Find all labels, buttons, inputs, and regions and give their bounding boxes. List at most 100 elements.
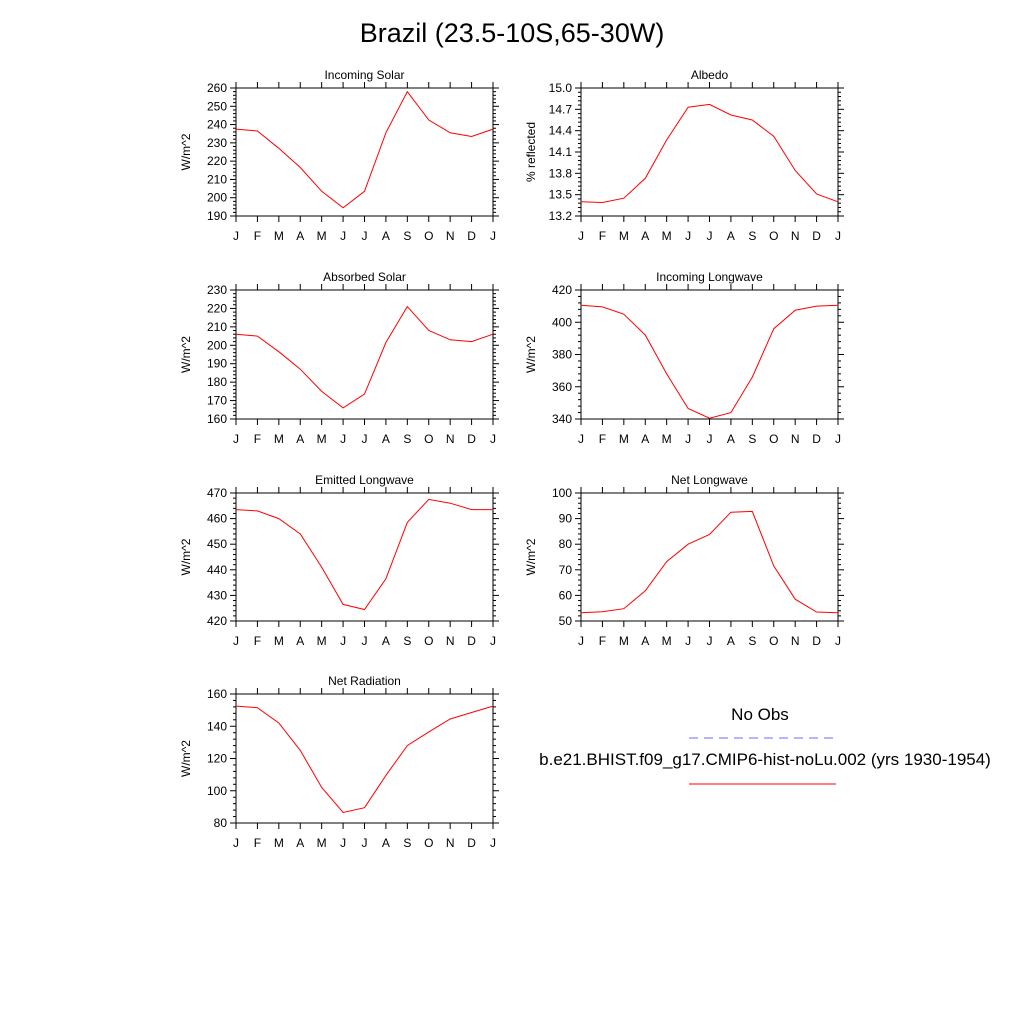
- panel-1-xtick-label: J: [340, 229, 346, 243]
- panel-2-ytick-label: 13.2: [549, 209, 573, 223]
- panel-7-xtick-label: M: [274, 836, 284, 850]
- panel-3-ytick-label: 180: [207, 375, 227, 389]
- panel-2-title: Albedo: [691, 68, 729, 82]
- panel-4-xtick-label: S: [748, 432, 756, 446]
- panel-3-ytick-label: 200: [207, 338, 227, 352]
- panel-7-ytick-label: 100: [207, 784, 227, 798]
- panel-1-xtick-label: M: [274, 229, 284, 243]
- panel-5-ytick-label: 470: [207, 486, 227, 500]
- panel-1-xtick-label: F: [254, 229, 261, 243]
- panel-1-series-line: [235, 90, 494, 209]
- panel-2-series-line: [580, 103, 839, 204]
- panel-5-ytick-label: 420: [207, 614, 227, 628]
- panel-6-ylabel: W/m^2: [524, 538, 538, 575]
- panel-3-ytick-label: 210: [207, 320, 227, 334]
- panel-3-xtick-label: N: [446, 432, 455, 446]
- panel-3-xtick-label: J: [490, 432, 496, 446]
- panel-2-ytick-label: 15.0: [549, 81, 573, 95]
- panel-3-frame: [235, 289, 494, 420]
- panel-4-xtick-label: J: [707, 432, 713, 446]
- panel-6-xtick-label: N: [791, 634, 800, 648]
- panel-2-ytick-label: 14.1: [549, 145, 573, 159]
- panel-3-xtick-label: J: [362, 432, 368, 446]
- panel-2-ytick-label: 14.7: [549, 102, 573, 116]
- panel-1-xtick-label: N: [446, 229, 455, 243]
- panel-2-xtick-label: N: [791, 229, 800, 243]
- panel-7-xtick-label: D: [467, 836, 476, 850]
- panel-2-ytick-label: 14.4: [549, 124, 573, 138]
- panel-3-ytick-label: 190: [207, 357, 227, 371]
- panel-3-xtick-label: M: [317, 432, 327, 446]
- panel-5-xtick-label: A: [296, 634, 304, 648]
- panel-3-title: Absorbed Solar: [323, 270, 406, 284]
- panel-1-xtick-label: A: [382, 229, 390, 243]
- panel-6-xtick-label: J: [835, 634, 841, 648]
- panel-2-xtick-label: J: [707, 229, 713, 243]
- panel-4-xtick-label: J: [578, 432, 584, 446]
- panel-5-xtick-label: J: [362, 634, 368, 648]
- panel-7-xtick-label: J: [340, 836, 346, 850]
- panel-1-ytick-label: 240: [207, 118, 227, 132]
- panel-3-xtick-label: F: [254, 432, 261, 446]
- panel-3-xtick-label: D: [467, 432, 476, 446]
- legend-obs-label: No Obs: [731, 705, 789, 724]
- panel-4-series-line: [580, 304, 839, 419]
- panel-6-xtick-label: J: [578, 634, 584, 648]
- panel-1-xtick-label: M: [317, 229, 327, 243]
- panel-3-xtick-label: M: [274, 432, 284, 446]
- figure-title: Brazil (23.5-10S,65-30W): [359, 18, 665, 48]
- panel-5-ytick-label: 450: [207, 537, 227, 551]
- panel-3-ytick-label: 170: [207, 394, 227, 408]
- panel-2-ytick-label: 13.8: [549, 166, 573, 180]
- panel-1-frame: [235, 87, 494, 217]
- panel-5-ytick-label: 440: [207, 563, 227, 577]
- panel-4-ytick-label: 380: [552, 348, 572, 362]
- panel-7-xtick-label: J: [233, 836, 239, 850]
- panel-4-xtick-label: N: [791, 432, 800, 446]
- panel-7-xtick-label: J: [362, 836, 368, 850]
- panel-6-xtick-label: F: [599, 634, 606, 648]
- panel-2-xtick-label: M: [662, 229, 672, 243]
- panel-6-xtick-label: S: [748, 634, 756, 648]
- panel-5-series-line: [235, 498, 493, 611]
- panel-4-xtick-label: D: [812, 432, 821, 446]
- panel-1-ytick-label: 210: [207, 172, 227, 186]
- panel-4-title: Incoming Longwave: [656, 270, 763, 284]
- panel-6-xtick-label: M: [619, 634, 629, 648]
- legend-model-label: b.e21.BHIST.f09_g17.CMIP6-hist-noLu.002 …: [539, 750, 991, 769]
- panel-1-xtick-label: D: [467, 229, 476, 243]
- panel-2-xtick-label: J: [578, 229, 584, 243]
- panel-1-ytick-label: 260: [207, 81, 227, 95]
- panel-3-xtick-label: J: [340, 432, 346, 446]
- panel-2-xtick-label: F: [599, 229, 606, 243]
- panel-6-ytick-label: 60: [559, 588, 573, 602]
- panel-6-xtick-label: M: [662, 634, 672, 648]
- panel-4-xtick-label: A: [727, 432, 735, 446]
- panel-5-xtick-label: N: [446, 634, 455, 648]
- panel-3-xtick-label: O: [424, 432, 433, 446]
- panel-2-xtick-label: M: [619, 229, 629, 243]
- panel-5-xtick-label: M: [317, 634, 327, 648]
- panel-2-xtick-label: J: [685, 229, 691, 243]
- panel-5-xtick-label: J: [340, 634, 346, 648]
- panel-6-xtick-label: D: [812, 634, 821, 648]
- panel-7-xtick-label: A: [296, 836, 304, 850]
- panel-7-title: Net Radiation: [328, 674, 401, 688]
- panel-4-ylabel: W/m^2: [524, 336, 538, 373]
- panel-6-xtick-label: A: [727, 634, 735, 648]
- panel-4-xtick-label: J: [685, 432, 691, 446]
- panel-6-title: Net Longwave: [671, 473, 748, 487]
- panel-7-ylabel: W/m^2: [179, 740, 193, 777]
- panel-6-ytick-label: 80: [559, 537, 573, 551]
- panel-4-xtick-label: F: [599, 432, 606, 446]
- panel-4-xtick-label: J: [835, 432, 841, 446]
- panel-1-ylabel: W/m^2: [179, 133, 193, 170]
- panel-3-ytick-label: 220: [207, 301, 227, 315]
- panel-6-series-line: [580, 510, 839, 614]
- panel-1-xtick-label: O: [424, 229, 433, 243]
- panel-3-xtick-label: A: [296, 432, 304, 446]
- panel-4-ytick-label: 420: [552, 283, 572, 297]
- panel-4-ytick-label: 340: [552, 412, 572, 426]
- panel-6-xtick-label: J: [685, 634, 691, 648]
- panel-5-xtick-label: J: [490, 634, 496, 648]
